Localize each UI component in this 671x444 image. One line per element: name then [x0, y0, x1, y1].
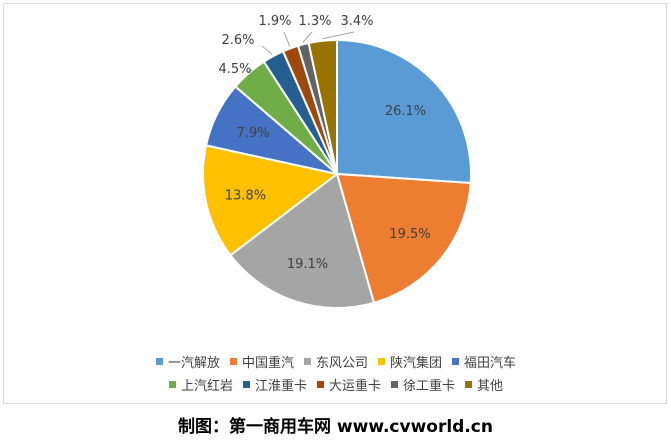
data-label: 19.1%	[287, 257, 328, 272]
pie-slice	[335, 172, 472, 305]
data-label: 7.9%	[237, 126, 270, 141]
legend-label: 中国重汽	[241, 356, 294, 371]
legend-swatch	[316, 381, 324, 388]
legend-swatch	[452, 358, 460, 365]
pie-slice	[336, 38, 472, 185]
legend-label: 东风公司	[315, 356, 368, 371]
legend-label: 江淮重卡	[254, 379, 307, 394]
legend-item: 徐工重卡	[391, 375, 455, 394]
legend-item: 江淮重卡	[242, 375, 307, 394]
legend-swatch	[391, 381, 398, 388]
data-label: 1.3%	[298, 14, 331, 29]
legend-item: 上汽红岩	[168, 375, 233, 394]
leader-line	[283, 31, 291, 47]
legend-swatch	[303, 358, 311, 365]
data-label: 4.5%	[218, 62, 251, 77]
leader-line	[302, 31, 313, 43]
data-label: 2.6%	[221, 33, 254, 48]
legend-label: 上汽红岩	[180, 379, 233, 394]
legend-row: 上汽红岩 江淮重卡 大运重卡 徐工重卡 其他	[168, 375, 503, 394]
legend-item: 其他	[465, 375, 503, 394]
data-label: 3.4%	[340, 14, 373, 29]
chart-frame: 26.1% 19.5% 19.1% 13.8% 7.9% 4.5% 2.6% 1.9% 1.3%…	[3, 3, 667, 404]
data-label: 26.1%	[385, 104, 426, 119]
legend-label: 大运重卡	[328, 379, 381, 394]
legend-row: 一汽解放 中国重汽 东风公司 陕汽集团 福田汽车	[155, 352, 516, 371]
legend-item: 中国重汽	[229, 352, 294, 371]
pie-slice	[229, 172, 376, 309]
pie-slice	[202, 144, 340, 257]
legend-item: 一汽解放	[155, 352, 220, 371]
chart-credit: 制图：第一商用车网 www.cvworld.cn	[178, 417, 493, 437]
legend-swatch	[378, 358, 385, 365]
pie-slice	[307, 38, 338, 175]
leader-line	[247, 69, 253, 73]
legend-item: 东风公司	[303, 352, 368, 371]
legend-swatch	[242, 381, 250, 388]
legend-swatch	[229, 358, 237, 365]
legend-item: 福田汽车	[452, 352, 516, 371]
legend-label: 一汽解放	[167, 356, 220, 371]
legend-label: 福田汽车	[464, 356, 517, 371]
legend-swatch	[465, 381, 473, 388]
data-label: 19.5%	[389, 227, 430, 242]
legend-item: 陕汽集团	[378, 352, 442, 371]
legend-label: 陕汽集团	[390, 356, 443, 371]
data-label: 1.9%	[258, 14, 291, 29]
legend-swatch	[168, 381, 176, 388]
legend-label: 其他	[477, 379, 504, 394]
pie-chart: 26.1% 19.5% 19.1% 13.8% 7.9% 4.5% 2.6% 1.9% 1.3%…	[202, 14, 472, 309]
legend: 一汽解放 中国重汽 东风公司 陕汽集团 福田汽车 上汽红岩 江淮重卡 大运重卡 徐工重卡 其他	[4, 352, 668, 394]
legend-label: 徐工重卡	[403, 379, 456, 394]
data-label: 13.8%	[225, 188, 266, 203]
leader-line	[261, 45, 273, 55]
leader-line	[322, 31, 355, 40]
legend-swatch	[155, 358, 163, 365]
legend-item: 大运重卡	[316, 375, 381, 394]
